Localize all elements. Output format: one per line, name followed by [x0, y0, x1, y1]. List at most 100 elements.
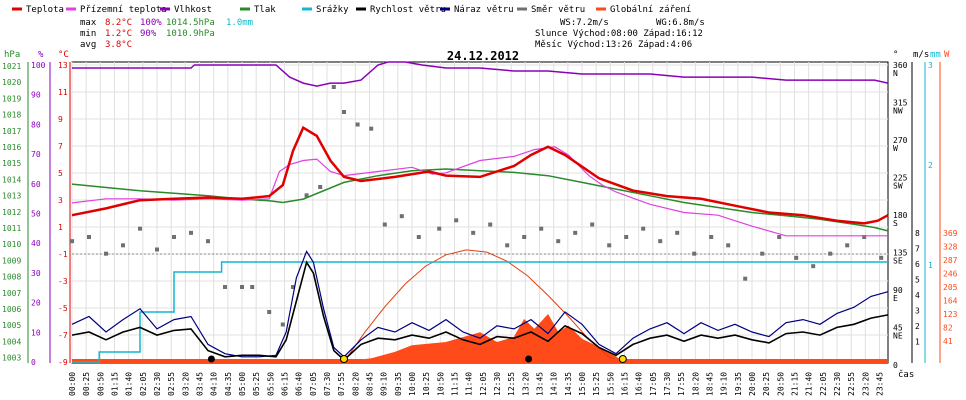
- series-rain: [72, 261, 888, 363]
- pct-tick-label: 80: [31, 120, 41, 129]
- x-tick-label: 01:40: [125, 372, 134, 396]
- stats-min-press: 1010.9hPa: [166, 29, 215, 39]
- stats-avg-label: avg: [80, 40, 96, 50]
- x-tick-label: 01:15: [111, 372, 120, 396]
- hpa-tick-label: 1014: [2, 175, 21, 184]
- temp-tick-label: 3: [58, 196, 63, 205]
- hpa-tick-label: 1021: [2, 62, 21, 71]
- pct-tick-label: 0: [31, 358, 36, 367]
- wind-dir-point: [675, 230, 680, 235]
- dir-compass-label: SW: [893, 182, 903, 191]
- hpa-tick-label: 1004: [2, 337, 21, 346]
- wind-dir-point: [382, 222, 387, 227]
- pct-tick-label: 20: [31, 299, 41, 308]
- stats-avg-temp: 3.8°C: [105, 40, 132, 50]
- x-tick-label: 00:25: [82, 372, 91, 396]
- temp-tick-label: -7: [58, 331, 68, 340]
- wind-dir-point: [172, 235, 176, 239]
- pct-tick-label: 90: [31, 91, 41, 100]
- x-tick-label: 05:00: [238, 372, 247, 396]
- wind-dir-point: [777, 235, 782, 239]
- axis-unit-wm: W: [944, 50, 950, 60]
- dir-tick-label: 270: [893, 136, 908, 145]
- x-tick-label: 07:05: [309, 372, 318, 396]
- legend-label: Přízemní teplota: [80, 5, 167, 15]
- dir-tick-label: 180: [893, 211, 908, 220]
- x-tick-label: 18:45: [706, 372, 715, 396]
- x-tick-label: 16:15: [621, 372, 630, 396]
- axis-unit-mm: mm: [930, 50, 941, 60]
- x-tick-label: 05:25: [252, 372, 261, 396]
- series-wind-gust: [71, 250, 889, 358]
- x-tick-label: 09:10: [380, 372, 389, 396]
- wind-dir-point: [709, 235, 714, 239]
- stats-min-temp: 1.2°C: [105, 29, 132, 39]
- x-tick-label: 02:05: [139, 372, 148, 396]
- wind-dir-point: [342, 110, 346, 114]
- x-tick-label: 07:55: [337, 372, 346, 396]
- ms-tick-label: 4: [915, 291, 920, 300]
- x-tick-label: 15:00: [578, 372, 587, 396]
- axis-unit-pct: %: [38, 50, 44, 60]
- x-tick-label: 08:20: [351, 372, 360, 396]
- hpa-tick-label: 1006: [2, 305, 21, 314]
- x-tick-label: 11:40: [465, 372, 474, 396]
- wind-dir-point: [539, 226, 544, 231]
- dir-compass-label: E: [893, 294, 898, 303]
- wind-dir-point: [240, 285, 244, 289]
- info-moon: Měsíc Východ:13:26 Západ:4:06: [535, 40, 692, 50]
- dir-compass-label: NW: [893, 107, 903, 116]
- x-tick-label: 02:55: [167, 372, 176, 396]
- temp-tick-label: 11: [58, 88, 68, 97]
- x-tick-label: 19:10: [720, 372, 729, 396]
- stats-max-hum: 100%: [140, 18, 162, 28]
- wm-tick-label: 82: [943, 324, 953, 333]
- x-tick-label: 13:20: [521, 372, 530, 396]
- wind-dir-point: [488, 222, 493, 227]
- wind-dir-point: [658, 239, 663, 244]
- x-tick-label: 07:30: [323, 372, 332, 396]
- hpa-tick-label: 1012: [2, 208, 21, 217]
- legend-label: Tlak: [254, 5, 276, 15]
- pct-tick-label: 30: [31, 269, 41, 278]
- wind-dir-point: [318, 185, 323, 189]
- dir-tick-label: 135: [893, 249, 908, 258]
- x-tick-label: 18:20: [691, 372, 700, 396]
- x-tick-label: 22:55: [847, 372, 856, 396]
- x-tick-label: 16:40: [635, 372, 644, 396]
- dir-tick-label: 315: [893, 99, 908, 108]
- temp-tick-label: 13: [58, 61, 68, 70]
- x-tick-label: 17:30: [663, 372, 672, 396]
- legend: Teplota Přízemní teplota Vlhkost Tlak Srážky…: [12, 5, 691, 15]
- wind-dir-point: [845, 243, 850, 248]
- wm-tick-label: 287: [943, 256, 958, 265]
- legend-label: Vlhkost: [174, 5, 212, 15]
- x-axis-label: čas: [898, 369, 914, 380]
- x-tick-label: 12:55: [507, 372, 516, 396]
- x-tick-label: 03:45: [196, 372, 205, 396]
- x-tick-label: 14:35: [564, 372, 573, 396]
- x-tick-label: 20:00: [748, 372, 757, 396]
- x-tick-label: 19:35: [734, 372, 743, 396]
- moon-marker: [525, 355, 533, 363]
- wind-dir-point: [399, 214, 404, 219]
- x-tick-label: 04:10: [210, 372, 219, 396]
- x-tick-label: 10:00: [408, 372, 417, 396]
- wind-dir-point: [155, 247, 159, 252]
- wind-dir-point: [505, 243, 510, 248]
- x-tick-label: 13:45: [536, 372, 545, 396]
- wind-dir-point: [573, 230, 578, 235]
- temp-tick-label: 9: [58, 115, 63, 124]
- chart-title: 24.12.2012: [447, 49, 519, 63]
- x-tick-label: 08:45: [366, 372, 375, 396]
- x-tick-label: 21:15: [791, 372, 800, 396]
- pct-tick-label: 60: [31, 180, 41, 189]
- wm-tick-label: 328: [943, 243, 958, 252]
- wind-dir-point: [471, 230, 476, 235]
- hpa-tick-label: 1017: [2, 127, 21, 136]
- dir-compass-label: N: [893, 69, 898, 78]
- wind-dir-point: [794, 255, 799, 260]
- x-tick-label: 15:50: [606, 372, 615, 396]
